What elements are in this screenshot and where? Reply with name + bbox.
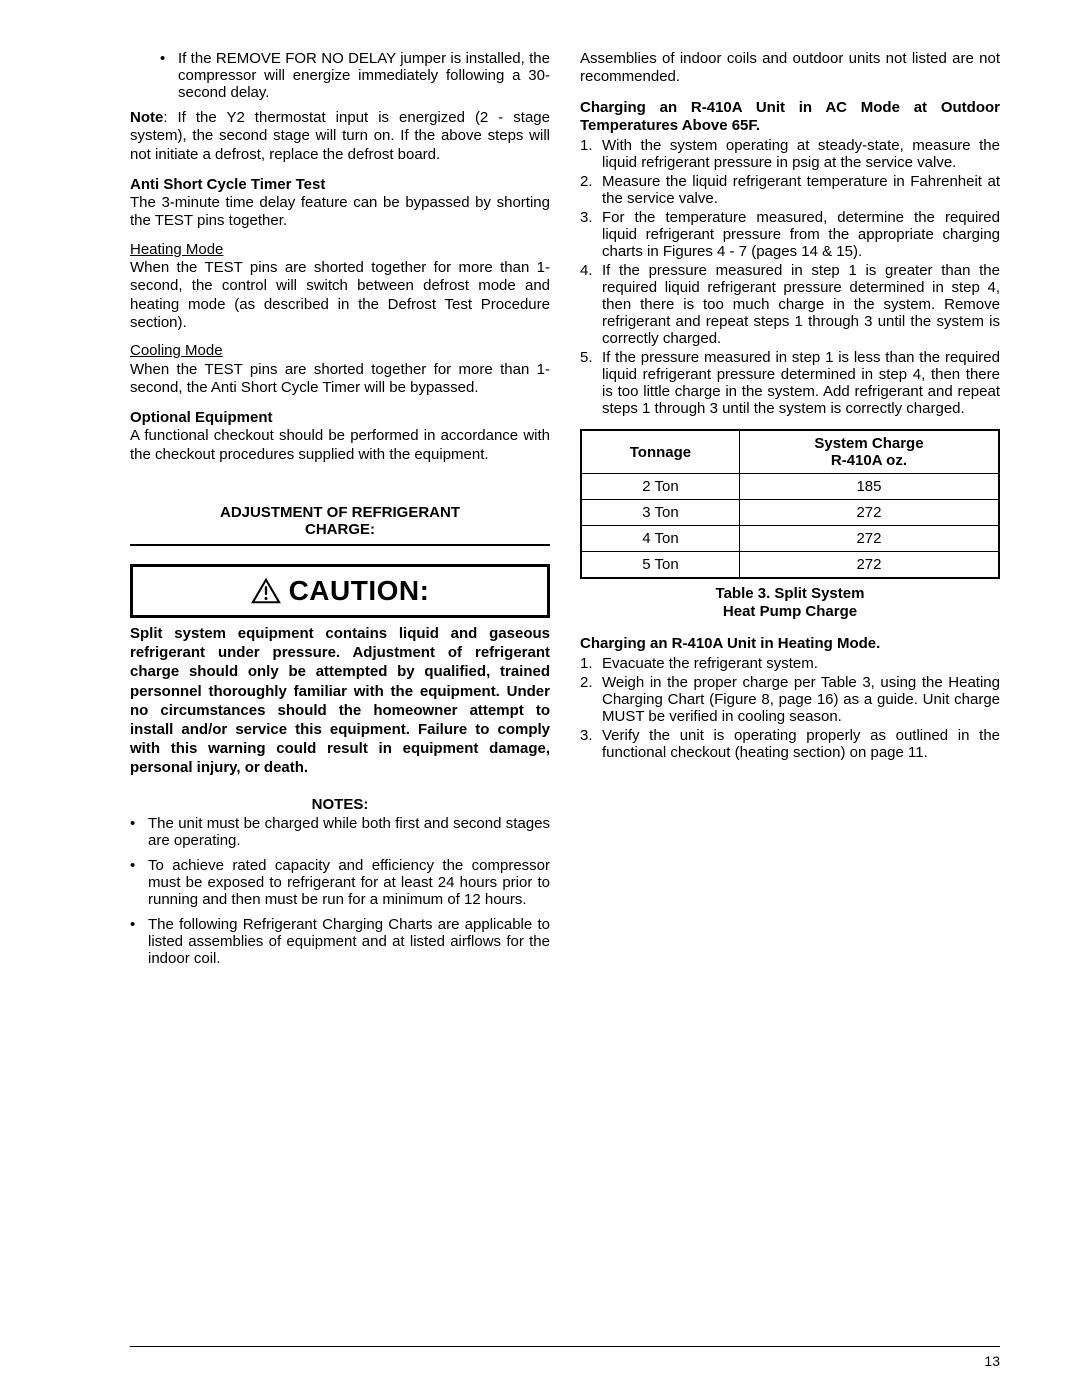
step-text: If the pressure measured in step 1 is gr… <box>602 262 1000 347</box>
heat-step: 3.Verify the unit is operating properly … <box>580 727 1000 761</box>
bullet-dot: • <box>130 916 148 967</box>
ac-step: 2.Measure the liquid refrigerant tempera… <box>580 173 1000 207</box>
step-text: Verify the unit is operating properly as… <box>602 727 1000 761</box>
charge-table: Tonnage System Charge R-410A oz. 2 Ton18… <box>580 429 1000 579</box>
step-text: Measure the liquid refrigerant temperatu… <box>602 173 1000 207</box>
cell-tonnage: 2 Ton <box>581 474 739 500</box>
note-item-text: The following Refrigerant Charging Chart… <box>148 916 550 967</box>
step-number: 5. <box>580 349 602 417</box>
table-row: 5 Ton272 <box>581 552 999 579</box>
optional-equipment-block: Optional Equipment A functional checkout… <box>130 409 550 464</box>
table-caption: Table 3. Split System Heat Pump Charge <box>580 585 1000 621</box>
bullet-dot: • <box>130 815 148 849</box>
ac-step: 1.With the system operating at steady-st… <box>580 137 1000 171</box>
cooling-mode-block: Cooling Mode When the TEST pins are shor… <box>130 342 550 397</box>
bullet-dot: • <box>130 857 148 908</box>
table-header-tonnage: Tonnage <box>581 430 739 474</box>
table-header-charge: System Charge R-410A oz. <box>739 430 999 474</box>
footer-rule <box>130 1346 1000 1347</box>
cooling-mode-body: When the TEST pins are shorted together … <box>130 361 550 396</box>
table-row: 3 Ton272 <box>581 500 999 526</box>
bullet-dot: • <box>160 50 178 101</box>
note-item: •The following Refrigerant Charging Char… <box>130 916 550 967</box>
step-number: 2. <box>580 173 602 207</box>
heating-mode-body: When the TEST pins are shorted together … <box>130 259 550 331</box>
cell-charge: 272 <box>739 500 999 526</box>
step-number: 3. <box>580 209 602 260</box>
note-item-text: The unit must be charged while both firs… <box>148 815 550 849</box>
th-charge-l1: System Charge <box>814 435 923 452</box>
step-number: 2. <box>580 674 602 725</box>
jumper-bullet: • If the REMOVE FOR NO DELAY jumper is i… <box>130 50 550 101</box>
step-text: For the temperature measured, determine … <box>602 209 1000 260</box>
ac-step: 4.If the pressure measured in step 1 is … <box>580 262 1000 347</box>
table-body: 2 Ton1853 Ton2724 Ton2725 Ton272 <box>581 474 999 579</box>
ac-charging-heading: Charging an R-410A Unit in AC Mode at Ou… <box>580 99 1000 136</box>
two-column-layout: • If the REMOVE FOR NO DELAY jumper is i… <box>130 50 1000 975</box>
note-item-text: To achieve rated capacity and efficiency… <box>148 857 550 908</box>
ac-steps-list: 1.With the system operating at steady-st… <box>580 137 1000 417</box>
step-number: 1. <box>580 655 602 672</box>
carry-over-text: Assemblies of indoor coils and outdoor u… <box>580 50 1000 87</box>
heat-step: 2.Weigh in the proper charge per Table 3… <box>580 674 1000 725</box>
note-item: •To achieve rated capacity and efficienc… <box>130 857 550 908</box>
table-row: 2 Ton185 <box>581 474 999 500</box>
heat-steps-list: 1.Evacuate the refrigerant system.2.Weig… <box>580 655 1000 761</box>
note-item: •The unit must be charged while both fir… <box>130 815 550 849</box>
ac-step: 5.If the pressure measured in step 1 is … <box>580 349 1000 417</box>
heating-mode-block: Heating Mode When the TEST pins are shor… <box>130 241 550 332</box>
ac-step: 3.For the temperature measured, determin… <box>580 209 1000 260</box>
cell-tonnage: 3 Ton <box>581 500 739 526</box>
table-caption-l1: Table 3. Split System <box>716 585 865 602</box>
cell-charge: 185 <box>739 474 999 500</box>
caution-body: Split system equipment contains liquid a… <box>130 624 550 778</box>
step-number: 1. <box>580 137 602 171</box>
heading-rule <box>130 544 550 546</box>
step-text: Evacuate the refrigerant system. <box>602 655 1000 672</box>
adjustment-heading: ADJUSTMENT OF REFRIGERANT CHARGE: <box>130 504 550 538</box>
step-number: 4. <box>580 262 602 347</box>
table-row: 4 Ton272 <box>581 526 999 552</box>
cell-charge: 272 <box>739 552 999 579</box>
right-column: Assemblies of indoor coils and outdoor u… <box>580 50 1000 975</box>
jumper-text: If the REMOVE FOR NO DELAY jumper is ins… <box>178 50 550 101</box>
cell-tonnage: 5 Ton <box>581 552 739 579</box>
page-container: • If the REMOVE FOR NO DELAY jumper is i… <box>0 0 1080 1397</box>
th-charge-l2: R-410A oz. <box>831 452 907 469</box>
step-number: 3. <box>580 727 602 761</box>
note-paragraph: Note: If the Y2 thermostat input is ener… <box>130 109 550 164</box>
heating-mode-label: Heating Mode <box>130 241 223 258</box>
note-label: Note <box>130 109 163 126</box>
cell-tonnage: 4 Ton <box>581 526 739 552</box>
notes-list: •The unit must be charged while both fir… <box>130 815 550 967</box>
step-text: Weigh in the proper charge per Table 3, … <box>602 674 1000 725</box>
heat-charging-heading: Charging an R-410A Unit in Heating Mode. <box>580 635 1000 653</box>
caution-label: CAUTION: <box>289 575 430 607</box>
heat-step: 1.Evacuate the refrigerant system. <box>580 655 1000 672</box>
step-text: If the pressure measured in step 1 is le… <box>602 349 1000 417</box>
left-column: • If the REMOVE FOR NO DELAY jumper is i… <box>130 50 550 975</box>
cell-charge: 272 <box>739 526 999 552</box>
optional-heading: Optional Equipment <box>130 409 273 426</box>
table-caption-l2: Heat Pump Charge <box>723 603 857 620</box>
adj-heading-line2: CHARGE: <box>305 521 375 538</box>
page-number: 13 <box>984 1353 1000 1369</box>
cooling-mode-label: Cooling Mode <box>130 342 223 359</box>
adj-heading-line1: ADJUSTMENT OF REFRIGERANT <box>220 504 460 521</box>
notes-heading: NOTES: <box>130 796 550 813</box>
anti-short-heading: Anti Short Cycle Timer Test <box>130 176 325 193</box>
anti-short-body: The 3-minute time delay feature can be b… <box>130 194 550 229</box>
anti-short-block: Anti Short Cycle Timer Test The 3-minute… <box>130 176 550 231</box>
optional-body: A functional checkout should be performe… <box>130 427 550 462</box>
note-body: : If the Y2 thermostat input is energize… <box>130 109 550 163</box>
step-text: With the system operating at steady-stat… <box>602 137 1000 171</box>
warning-triangle-icon <box>251 577 281 605</box>
caution-box: CAUTION: <box>130 564 550 618</box>
